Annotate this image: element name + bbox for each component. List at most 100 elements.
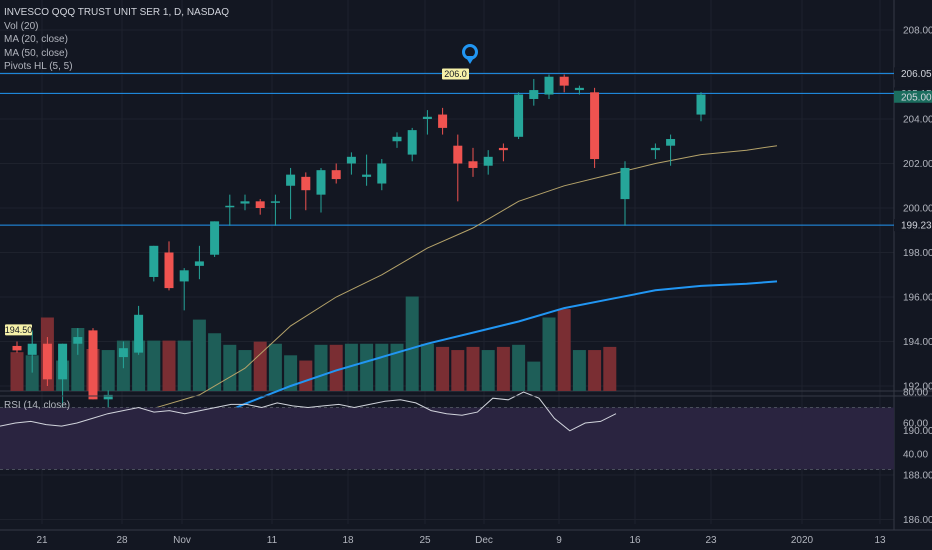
volume-bar bbox=[208, 333, 222, 391]
candle-body bbox=[255, 201, 265, 208]
legend-ma50[interactable]: MA (50, close) bbox=[4, 47, 68, 59]
price-label: 205.00 bbox=[901, 92, 932, 103]
volume-bar bbox=[542, 317, 556, 391]
candle-body bbox=[514, 94, 524, 137]
volume-bar bbox=[572, 350, 586, 391]
time-tick-label: 2020 bbox=[791, 535, 814, 546]
candle-body bbox=[650, 147, 660, 151]
volume-bar bbox=[588, 350, 602, 391]
candle-body bbox=[58, 343, 68, 380]
volume-bar bbox=[436, 346, 450, 391]
candle-body bbox=[544, 76, 554, 95]
price-tick-label: 192.00 bbox=[903, 382, 932, 393]
candle-body bbox=[392, 136, 402, 142]
pivot-label: 194.50 bbox=[5, 325, 33, 335]
price-tick-label: 202.00 bbox=[903, 159, 932, 170]
volume-bar bbox=[496, 346, 510, 391]
price-tick-label: 198.00 bbox=[903, 248, 932, 259]
price-tick-label: 186.00 bbox=[903, 515, 932, 526]
candle-body bbox=[179, 270, 189, 282]
volume-bar bbox=[284, 355, 298, 391]
volume-bar bbox=[603, 346, 617, 391]
marker-pin-icon bbox=[465, 56, 475, 64]
volume-bar bbox=[512, 344, 526, 391]
candle-body bbox=[696, 94, 706, 115]
pivot-label: 206.0 bbox=[444, 69, 467, 79]
candle-body bbox=[134, 314, 144, 353]
volume-bar bbox=[527, 361, 541, 391]
price-label: 199.23 bbox=[901, 221, 932, 232]
legend-vol[interactable]: Vol (20) bbox=[4, 20, 39, 32]
volume-bar bbox=[390, 343, 404, 391]
candle-body bbox=[362, 174, 372, 177]
volume-bar bbox=[299, 360, 313, 391]
candle-body bbox=[468, 161, 478, 168]
price-tick-label: 196.00 bbox=[903, 293, 932, 304]
volume-bar bbox=[132, 340, 146, 391]
price-tick-label: 204.00 bbox=[903, 115, 932, 126]
rsi-band bbox=[0, 407, 894, 470]
volume-bar bbox=[481, 350, 495, 391]
volume-bar bbox=[557, 309, 571, 391]
candle-body bbox=[316, 170, 326, 195]
price-tick-label: 188.00 bbox=[903, 471, 932, 482]
candle-body bbox=[270, 201, 280, 203]
rsi-line bbox=[0, 391, 617, 432]
candle-body bbox=[620, 167, 630, 200]
legend-ma20[interactable]: MA (20, close) bbox=[4, 34, 68, 45]
candle-body bbox=[103, 394, 113, 400]
candle-body bbox=[73, 337, 83, 344]
candle-body bbox=[42, 343, 52, 380]
price-label-box bbox=[894, 90, 932, 103]
price-tick-label: 194.00 bbox=[903, 337, 932, 348]
price-tick-label: 208.00 bbox=[903, 26, 932, 37]
legend-title: INVESCO QQQ TRUST UNIT SER 1, D, NASDAQ bbox=[4, 7, 230, 18]
candle-body bbox=[210, 221, 220, 255]
candle-body bbox=[590, 92, 600, 160]
time-tick-label: 16 bbox=[629, 535, 641, 546]
volume-bar bbox=[451, 350, 465, 391]
candle-body bbox=[286, 174, 296, 186]
legend: INVESCO QQQ TRUST UNIT SER 1, D, NASDAQ … bbox=[4, 6, 229, 74]
volume-bar bbox=[420, 343, 434, 391]
time-tick-label: 13 bbox=[874, 535, 886, 546]
volume-bar bbox=[25, 355, 39, 391]
volume-bar bbox=[177, 340, 191, 391]
time-tick-label: 11 bbox=[267, 535, 278, 546]
time-tick-label: Dec bbox=[475, 535, 493, 546]
candle-body bbox=[301, 176, 311, 191]
volume-bar bbox=[360, 343, 374, 391]
candle-body bbox=[498, 147, 508, 151]
pivot-label-box bbox=[442, 68, 469, 80]
time-tick-label: 25 bbox=[419, 535, 431, 546]
candle-body bbox=[240, 201, 250, 204]
candle-body bbox=[438, 114, 448, 128]
price-label-box bbox=[894, 219, 932, 232]
candle-body bbox=[346, 156, 356, 164]
price-tick-label: 190.00 bbox=[903, 426, 932, 437]
candle-body bbox=[574, 87, 584, 91]
price-label-box bbox=[894, 67, 932, 80]
candle-body bbox=[666, 139, 676, 146]
volume-bar bbox=[268, 343, 282, 391]
volume-bar bbox=[147, 340, 161, 391]
volume-bar bbox=[466, 346, 480, 391]
candle-body bbox=[331, 170, 341, 180]
candle-body bbox=[194, 261, 204, 266]
candle-body bbox=[559, 76, 569, 86]
legend-pivots[interactable]: Pivots HL (5, 5) bbox=[4, 61, 73, 72]
candle-body bbox=[164, 252, 174, 289]
candle-body bbox=[27, 343, 37, 355]
time-tick-label: 21 bbox=[36, 535, 48, 546]
rsi-legend[interactable]: RSI (14, close) bbox=[4, 400, 71, 411]
volume-bar bbox=[10, 352, 24, 391]
time-tick-label: Nov bbox=[173, 535, 191, 546]
candle-body bbox=[483, 156, 493, 166]
volume-bar bbox=[253, 341, 267, 391]
volume-bar bbox=[192, 319, 206, 391]
volume-bar bbox=[238, 350, 252, 391]
volume-bar bbox=[344, 343, 358, 391]
volume-bar bbox=[101, 350, 115, 391]
pivot-label-box bbox=[5, 324, 32, 336]
